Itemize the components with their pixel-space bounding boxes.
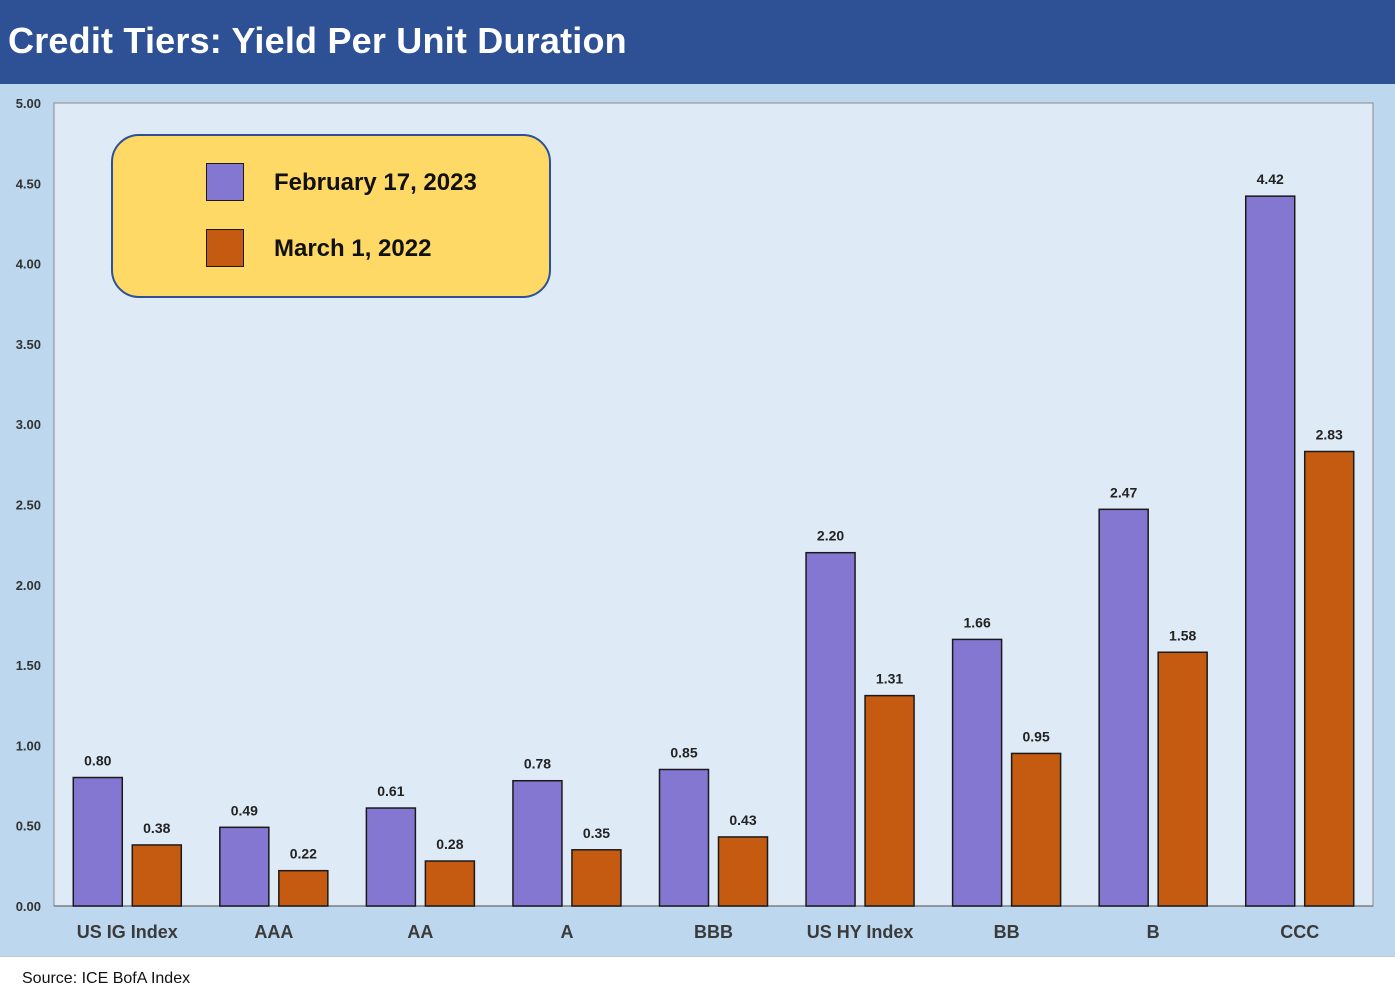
bar-mar-2022 bbox=[278, 869, 329, 907]
source-note: Source: ICE BofA Index bbox=[22, 970, 191, 987]
y-tick-label: 1.00 bbox=[16, 738, 41, 753]
data-label-mar-2022: 0.22 bbox=[290, 846, 317, 862]
data-label-feb-2023: 4.42 bbox=[1257, 171, 1284, 187]
x-tick-label: BBB bbox=[694, 922, 733, 942]
data-label-feb-2023: 0.49 bbox=[231, 802, 258, 818]
bar-mar-2022 bbox=[864, 694, 915, 907]
x-tick-label: AA bbox=[407, 922, 433, 942]
bar-mar-2022 bbox=[424, 860, 476, 907]
bar-mar-2022 bbox=[1303, 450, 1355, 907]
data-label-mar-2022: 1.31 bbox=[876, 671, 903, 687]
bar-mar-2022 bbox=[1010, 752, 1062, 907]
y-tick-label: 1.50 bbox=[16, 658, 41, 673]
footer: Source: ICE BofA Index bbox=[0, 956, 1395, 1001]
y-tick-label: 5.00 bbox=[16, 96, 41, 111]
bar-mar-2022 bbox=[1157, 651, 1208, 907]
bar-feb-2023 bbox=[1244, 195, 1296, 907]
x-tick-label: US HY Index bbox=[807, 922, 914, 942]
x-tick-label: AAA bbox=[254, 922, 293, 942]
bar-mar-2022 bbox=[717, 836, 769, 907]
y-tick-label: 0.50 bbox=[16, 819, 41, 834]
data-label-feb-2023: 0.85 bbox=[670, 744, 697, 760]
data-label-feb-2023: 2.47 bbox=[1110, 484, 1137, 500]
y-tick-label: 2.00 bbox=[16, 578, 41, 593]
bar-feb-2023 bbox=[365, 807, 417, 907]
data-label-mar-2022: 0.28 bbox=[436, 836, 463, 852]
bar-feb-2023 bbox=[72, 776, 124, 907]
y-tick-label: 3.50 bbox=[16, 337, 41, 352]
bar-feb-2023 bbox=[512, 779, 563, 907]
legend-swatch-feb-2023 bbox=[206, 163, 244, 201]
data-label-feb-2023: 0.78 bbox=[524, 756, 551, 772]
legend-swatch-mar-2022 bbox=[206, 229, 244, 267]
x-tick-label: B bbox=[1147, 922, 1160, 942]
bar-feb-2023 bbox=[1098, 508, 1149, 907]
bar-feb-2023 bbox=[951, 638, 1003, 907]
data-label-feb-2023: 1.66 bbox=[963, 614, 990, 630]
bar-feb-2023 bbox=[805, 551, 856, 907]
header-bar: Credit Tiers: Yield Per Unit Duration bbox=[0, 0, 1395, 84]
data-label-mar-2022: 0.38 bbox=[143, 820, 170, 836]
data-label-mar-2022: 0.95 bbox=[1022, 728, 1049, 744]
data-label-mar-2022: 0.43 bbox=[729, 812, 756, 828]
x-tick-label: US IG Index bbox=[77, 922, 178, 942]
chart-legend: February 17, 2023 March 1, 2022 bbox=[111, 134, 551, 298]
bar-feb-2023 bbox=[658, 768, 710, 907]
chart-title: Credit Tiers: Yield Per Unit Duration bbox=[8, 20, 627, 61]
data-label-feb-2023: 2.20 bbox=[817, 528, 844, 544]
x-tick-label: A bbox=[560, 922, 573, 942]
y-tick-label: 4.50 bbox=[16, 176, 41, 191]
x-tick-label: BB bbox=[994, 922, 1020, 942]
data-label-mar-2022: 2.83 bbox=[1316, 427, 1343, 443]
bar-mar-2022 bbox=[571, 849, 622, 907]
y-tick-label: 4.00 bbox=[16, 257, 41, 272]
y-tick-label: 0.00 bbox=[16, 899, 41, 914]
x-tick-label: CCC bbox=[1280, 922, 1319, 942]
legend-label-mar-2022: March 1, 2022 bbox=[274, 235, 432, 262]
data-label-feb-2023: 0.80 bbox=[84, 753, 111, 769]
legend-label-feb-2023: February 17, 2023 bbox=[274, 169, 477, 196]
data-label-feb-2023: 0.61 bbox=[377, 783, 404, 799]
y-tick-label: 3.00 bbox=[16, 417, 41, 432]
y-tick-label: 2.50 bbox=[16, 498, 41, 513]
bar-feb-2023 bbox=[219, 826, 270, 907]
data-label-mar-2022: 1.58 bbox=[1169, 627, 1196, 643]
data-label-mar-2022: 0.35 bbox=[583, 825, 610, 841]
bar-mar-2022 bbox=[131, 844, 183, 907]
